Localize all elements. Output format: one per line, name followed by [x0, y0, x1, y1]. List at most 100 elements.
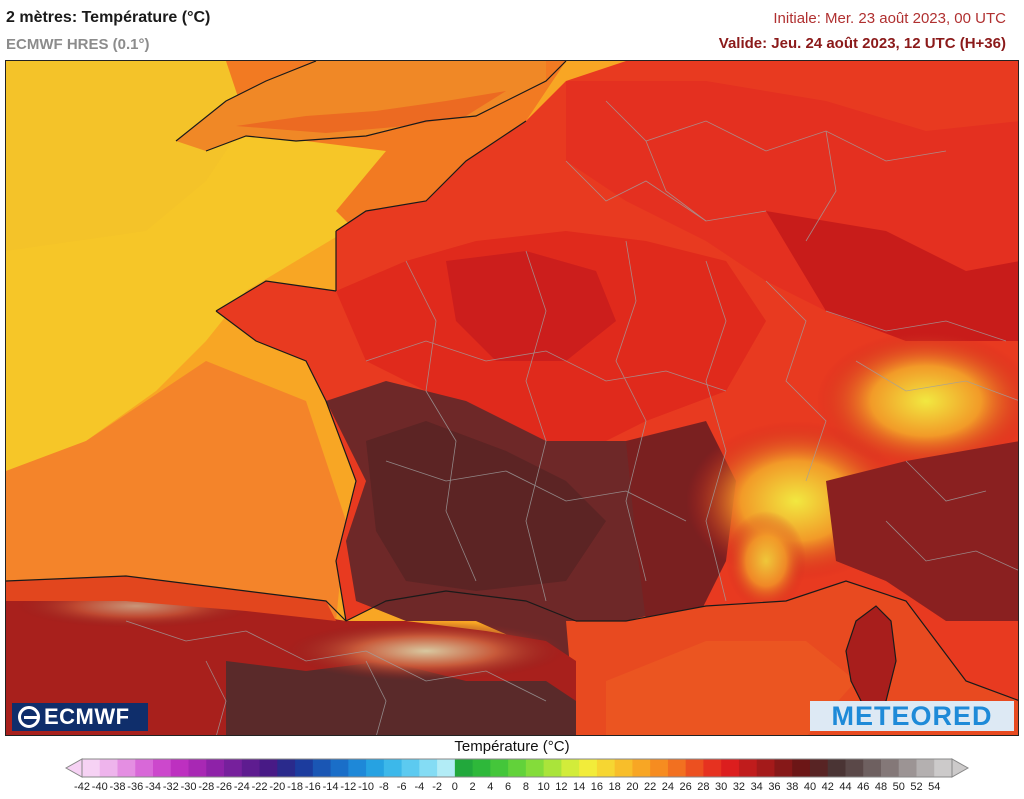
- legend-swatch: [99, 759, 119, 777]
- legend-tick-label: 40: [803, 781, 817, 793]
- legend-tick-label: 26: [679, 781, 692, 793]
- legend-tick-label: 2: [469, 781, 476, 793]
- legend-swatch: [685, 759, 704, 777]
- legend-swatch: [703, 759, 722, 777]
- swiss-alps: [816, 331, 1018, 471]
- legend-tick-label: 38: [786, 781, 799, 793]
- legend-tick-label: -28: [198, 781, 215, 793]
- legend-tick-label: -2: [432, 781, 442, 793]
- legend-tick-label: 16: [590, 781, 604, 793]
- region-borders: [125, 100, 1018, 735]
- legend-swatch: [277, 759, 296, 777]
- legend-swatch: [224, 759, 243, 777]
- legend-colorbar: [64, 758, 970, 778]
- map-canvas: [6, 61, 1018, 735]
- po-valley: [826, 441, 1018, 621]
- legend-swatch: [437, 759, 456, 777]
- legend-tick-label: 46: [857, 781, 870, 793]
- legend-swatch: [579, 759, 598, 777]
- legend-swatch: [153, 759, 172, 777]
- legend-tick-label: 22: [644, 781, 657, 793]
- legend-tick-label: 10: [537, 781, 550, 793]
- legend-tick-label: -22: [251, 781, 268, 793]
- legend-tick-label: 34: [750, 781, 763, 793]
- legend-swatch: [241, 759, 261, 777]
- legend-swatch: [259, 759, 278, 777]
- legend-tick-label: -4: [414, 781, 425, 793]
- legend-tick-label: -6: [396, 781, 407, 793]
- legend-arrow-low: [64, 758, 83, 778]
- legend-swatch: [188, 759, 207, 777]
- map-title: 2 mètres: Température (°C): [6, 9, 211, 26]
- legend-tick-label: 28: [697, 781, 710, 793]
- legend-tick-label: -8: [378, 781, 389, 793]
- legend-tick-label: -12: [340, 781, 357, 793]
- legend-tick-label: -14: [322, 781, 339, 793]
- legend-swatch: [863, 759, 882, 777]
- legend-swatch: [738, 759, 758, 777]
- legend-tick-label: 4: [487, 781, 494, 793]
- pyrenees: [286, 621, 566, 681]
- legend-swatch: [348, 759, 367, 777]
- legend-tick-label: -34: [145, 781, 161, 793]
- legend-swatch: [667, 759, 687, 777]
- legend-swatch: [401, 759, 420, 777]
- legend-swatch: [721, 759, 740, 777]
- legend-tick-label: 44: [839, 781, 852, 793]
- legend-ticks: -42 -40 -38 -36 -34 -32 -30 -28 -26 -24 -22 -20 -18-…: [0, 781, 1024, 797]
- valid-time: Valide: Jeu. 24 août 2023, 12 UTC (H+36): [718, 35, 1006, 52]
- legend-tick-label: -18: [287, 781, 303, 793]
- legend-tick-label: 54: [928, 781, 941, 793]
- legend-swatch: [490, 759, 509, 777]
- legend-tick-label: 20: [626, 781, 639, 793]
- legend-swatch: [809, 759, 829, 777]
- temperature-map[interactable]: ECMWF METEORED: [5, 60, 1019, 736]
- coastlines: [6, 61, 1018, 712]
- legend-swatch: [117, 759, 136, 777]
- legend-tick-label: -32: [162, 781, 179, 793]
- legend-tick-label: -30: [180, 781, 197, 793]
- legend-swatch: [898, 759, 917, 777]
- legend-swatch: [827, 759, 846, 777]
- legend-swatch: [632, 759, 651, 777]
- legend-tick-label: -16: [304, 781, 321, 793]
- legend-arrow-high: [951, 758, 970, 778]
- legend-tick-label: -40: [91, 781, 108, 793]
- model-label: ECMWF HRES (0.1°): [6, 36, 150, 53]
- legend-swatch: [792, 759, 811, 777]
- legend-swatch: [330, 759, 349, 777]
- legend-tick-label: 52: [910, 781, 923, 793]
- legend-tick-label: -38: [109, 781, 126, 793]
- ecmwf-logo-icon: [18, 706, 40, 728]
- legend-swatch: [472, 759, 491, 777]
- legend-swatch: [880, 759, 900, 777]
- legend-tick-label: 48: [874, 781, 888, 793]
- legend-tick-label: -36: [127, 781, 144, 793]
- ecmwf-logo: ECMWF: [12, 703, 148, 731]
- legend-tick-label: 24: [661, 781, 675, 793]
- legend-swatch: [561, 759, 580, 777]
- legend-swatch: [295, 759, 314, 777]
- meteored-logo: METEORED: [810, 701, 1014, 731]
- legend-tick-label: -42: [74, 781, 90, 793]
- legend-tick-label: 50: [892, 781, 905, 793]
- legend-tick-label: 6: [505, 781, 512, 793]
- legend-tick-label: -10: [358, 781, 375, 793]
- legend-swatch: [756, 759, 775, 777]
- legend-tick-label: 42: [821, 781, 834, 793]
- corsica: [846, 606, 896, 711]
- legend-swatch: [312, 759, 332, 777]
- legend-swatch: [383, 759, 403, 777]
- legend-swatch: [543, 759, 562, 777]
- legend-swatch: [419, 759, 438, 777]
- legend-outline: [81, 758, 953, 778]
- legend-swatch: [774, 759, 793, 777]
- legend-swatch: [614, 759, 633, 777]
- legend-tick-label: 32: [732, 781, 746, 793]
- legend-tick-label: -20: [269, 781, 286, 793]
- legend-swatch: [366, 759, 385, 777]
- initial-time: Initiale: Mer. 23 août 2023, 00 UTC: [773, 10, 1006, 27]
- legend-tick-label: 14: [573, 781, 586, 793]
- legend-tick-label: -24: [233, 781, 250, 793]
- legend-swatch: [916, 759, 935, 777]
